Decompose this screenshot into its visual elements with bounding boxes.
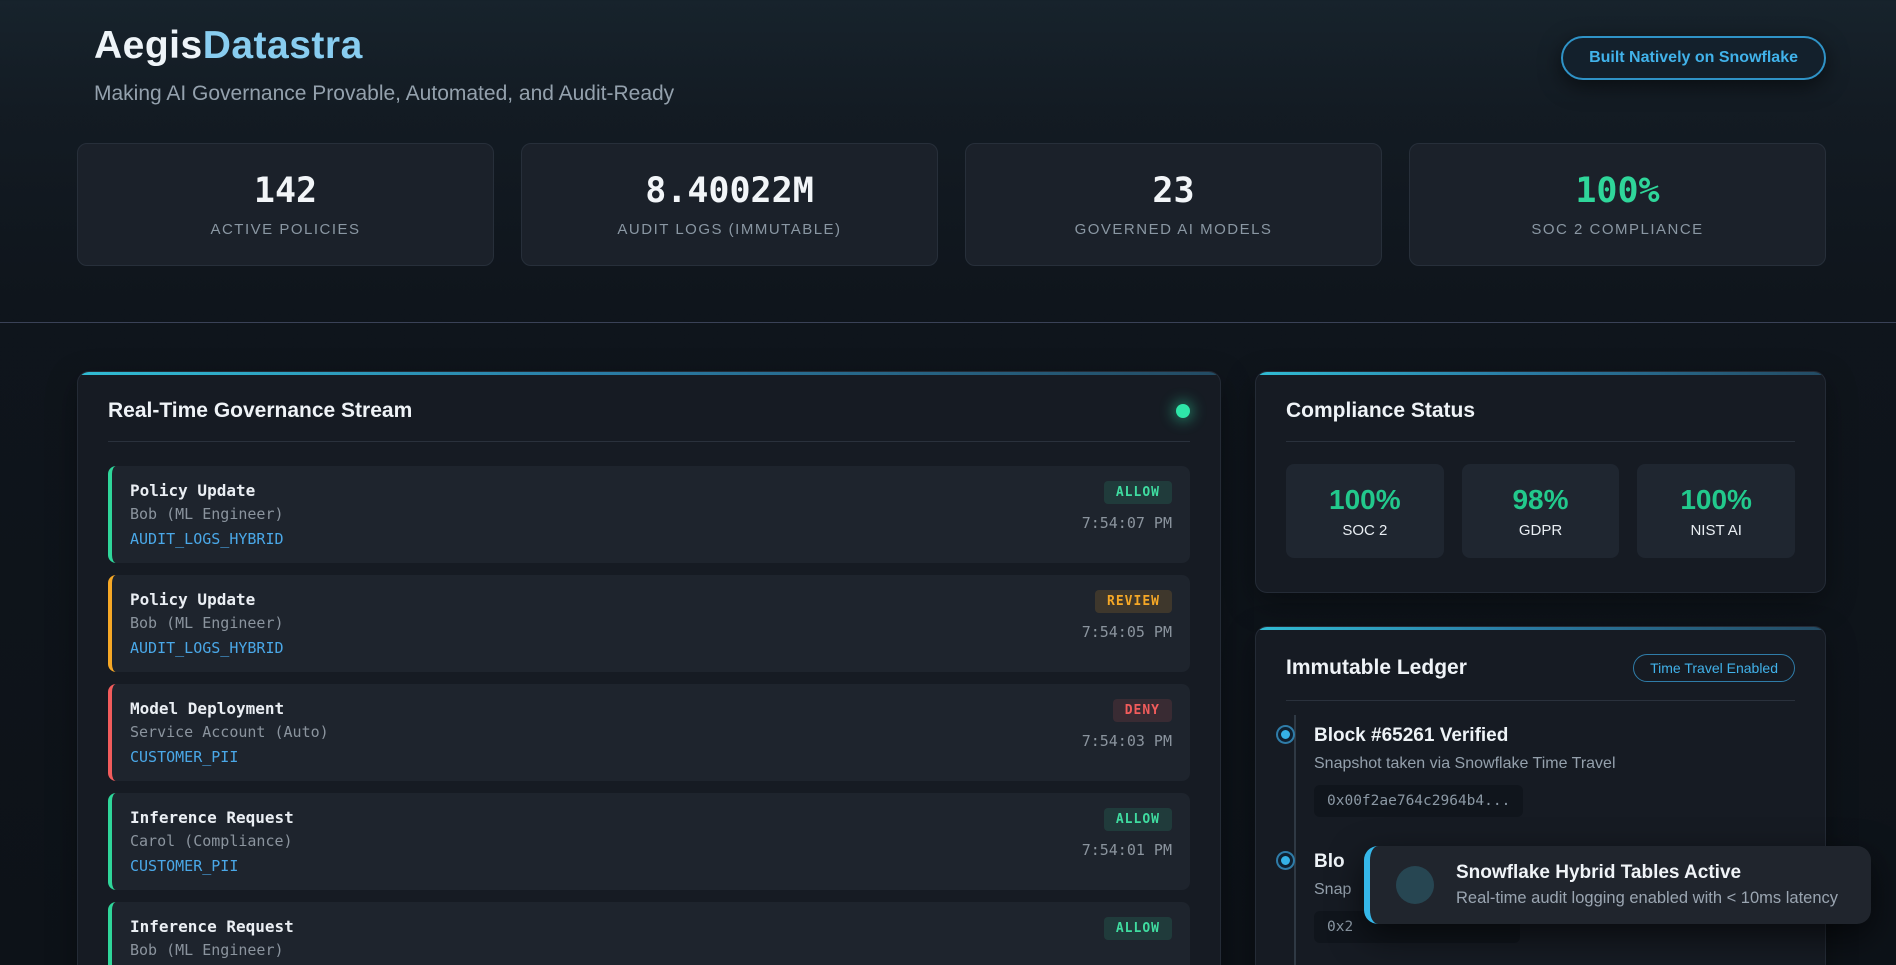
compliance-label: NIST AI xyxy=(1690,521,1742,539)
compliance-value: 100% xyxy=(1329,483,1401,515)
stat-label: SOC 2 COMPLIANCE xyxy=(1531,221,1704,238)
event-actor: Bob (ML Engineer) xyxy=(130,941,284,959)
block-dot-icon xyxy=(1278,853,1293,868)
snowflake-badge: Built Natively on Snowflake xyxy=(1561,36,1826,80)
governance-stream-panel: Real-Time Governance Stream Policy Updat… xyxy=(77,371,1221,965)
event-resource: AUDIT_LOGS_HYBRID xyxy=(130,639,284,657)
event-resource: AUDIT_LOGS_HYBRID xyxy=(130,530,284,548)
event-type: Inference Request xyxy=(130,917,294,936)
stream-event-row[interactable]: Policy Update Bob (ML Engineer) AUDIT_LO… xyxy=(108,466,1190,563)
stream-event-row[interactable]: Inference Request Bob (ML Engineer) ALLO… xyxy=(108,902,1190,965)
stream-header-divider xyxy=(108,441,1190,442)
event-meta: ALLOW 7:54:01 PM xyxy=(1082,808,1172,875)
stream-event-row[interactable]: Policy Update Bob (ML Engineer) AUDIT_LO… xyxy=(108,575,1190,672)
app-header: AegisDatastra Making AI Governance Prova… xyxy=(94,24,674,106)
decision-badge: REVIEW xyxy=(1095,590,1172,613)
event-details: Policy Update Bob (ML Engineer) AUDIT_LO… xyxy=(130,481,284,548)
compliance-cell: 100% SOC 2 xyxy=(1286,464,1444,558)
compliance-value: 100% xyxy=(1680,483,1752,515)
event-meta: ALLOW xyxy=(1103,917,1172,959)
compliance-status-panel: Compliance Status 100% SOC 2 98% GDPR 10… xyxy=(1255,371,1826,593)
decision-badge: ALLOW xyxy=(1103,808,1172,831)
event-meta: REVIEW 7:54:05 PM xyxy=(1082,590,1172,657)
app-title: AegisDatastra xyxy=(94,24,674,68)
compliance-cell: 98% GDPR xyxy=(1461,464,1620,558)
compliance-label: SOC 2 xyxy=(1342,521,1388,539)
event-actor: Carol (Compliance) xyxy=(130,832,293,850)
compliance-label: GDPR xyxy=(1518,521,1563,539)
block-title: Blo xyxy=(1314,851,1345,872)
brand-primary: Aegis xyxy=(94,24,203,67)
decision-badge: ALLOW xyxy=(1103,917,1172,940)
status-circle-icon xyxy=(1396,866,1434,904)
ledger-header: Immutable Ledger Time Travel Enabled xyxy=(1256,627,1825,700)
event-details: Inference Request Bob (ML Engineer) xyxy=(130,917,294,959)
stream-header: Real-Time Governance Stream xyxy=(78,372,1220,441)
compliance-grid: 100% SOC 2 98% GDPR 100% NIST AI xyxy=(1256,442,1825,588)
event-actor: Bob (ML Engineer) xyxy=(130,614,284,632)
compliance-header-divider xyxy=(1286,441,1795,442)
stream-title: Real-Time Governance Stream xyxy=(108,399,413,422)
stat-card: 142 ACTIVE POLICIES xyxy=(77,143,494,266)
live-indicator-icon xyxy=(1176,404,1190,418)
compliance-value: 98% xyxy=(1512,483,1569,515)
ledger-header-divider xyxy=(1286,700,1795,701)
event-details: Inference Request Carol (Compliance) CUS… xyxy=(130,808,294,875)
event-type: Model Deployment xyxy=(130,699,285,718)
block-subtitle: Snapshot taken via Snowflake Time Travel xyxy=(1314,755,1616,772)
block-hash: 0x00f2ae764c2964b4... xyxy=(1314,785,1524,817)
section-divider xyxy=(0,322,1896,323)
block-title: Block #65261 Verified xyxy=(1314,725,1509,746)
decision-badge: DENY xyxy=(1112,699,1172,722)
stat-card: 23 GOVERNED AI MODELS xyxy=(965,143,1382,266)
stream-event-row[interactable]: Model Deployment Service Account (Auto) … xyxy=(108,684,1190,781)
toast-content: Snowflake Hybrid Tables Active Real-time… xyxy=(1456,862,1838,908)
event-meta: ALLOW 7:54:07 PM xyxy=(1082,481,1172,548)
event-list: Policy Update Bob (ML Engineer) AUDIT_LO… xyxy=(78,442,1220,965)
stat-label: AUDIT LOGS (IMMUTABLE) xyxy=(617,221,842,238)
stat-value: 100% xyxy=(1575,171,1660,211)
block-subtitle: Snap xyxy=(1314,881,1352,898)
ledger-block: Block #65261 Verified Snapshot taken via… xyxy=(1278,725,1795,817)
toast-title: Snowflake Hybrid Tables Active xyxy=(1456,862,1742,883)
stat-value: 142 xyxy=(253,171,318,211)
brand-accent: Datastra xyxy=(202,24,363,67)
event-timestamp: 7:54:05 PM xyxy=(1081,623,1172,641)
stat-value: 8.40022M xyxy=(645,171,814,211)
toast-notification[interactable]: Snowflake Hybrid Tables Active Real-time… xyxy=(1364,846,1871,924)
event-actor: Service Account (Auto) xyxy=(130,723,329,741)
event-resource: CUSTOMER_PII xyxy=(130,857,239,875)
event-type: Inference Request xyxy=(130,808,294,827)
stream-event-row[interactable]: Inference Request Carol (Compliance) CUS… xyxy=(108,793,1190,890)
toast-subtitle: Real-time audit logging enabled with < 1… xyxy=(1456,889,1839,907)
stat-card: 8.40022M AUDIT LOGS (IMMUTABLE) xyxy=(521,143,938,266)
compliance-header: Compliance Status xyxy=(1256,372,1825,441)
compliance-cell: 100% NIST AI xyxy=(1637,464,1795,558)
block-dot-icon xyxy=(1278,727,1293,742)
event-actor: Bob (ML Engineer) xyxy=(130,505,284,523)
event-type: Policy Update xyxy=(130,590,256,609)
stat-label: ACTIVE POLICIES xyxy=(210,221,361,238)
ledger-title: Immutable Ledger xyxy=(1286,656,1467,679)
stat-label: GOVERNED AI MODELS xyxy=(1074,221,1273,238)
event-timestamp: 7:54:07 PM xyxy=(1081,514,1172,532)
ledger-timeline: Block #65261 Verified Snapshot taken via… xyxy=(1256,701,1825,965)
event-resource: CUSTOMER_PII xyxy=(130,748,239,766)
compliance-title: Compliance Status xyxy=(1286,399,1476,422)
time-travel-badge: Time Travel Enabled xyxy=(1633,654,1795,682)
stats-row: 142 ACTIVE POLICIES 8.40022M AUDIT LOGS … xyxy=(77,143,1826,266)
event-timestamp: 7:54:03 PM xyxy=(1081,732,1172,750)
event-details: Model Deployment Service Account (Auto) … xyxy=(130,699,329,766)
stat-card: 100% SOC 2 COMPLIANCE xyxy=(1409,143,1826,266)
event-timestamp: 7:54:01 PM xyxy=(1081,841,1172,859)
app-tagline: Making AI Governance Provable, Automated… xyxy=(94,82,675,105)
decision-badge: ALLOW xyxy=(1103,481,1172,504)
event-type: Policy Update xyxy=(130,481,256,500)
stat-value: 23 xyxy=(1152,171,1195,211)
event-details: Policy Update Bob (ML Engineer) AUDIT_LO… xyxy=(130,590,284,657)
event-meta: DENY 7:54:03 PM xyxy=(1082,699,1172,766)
